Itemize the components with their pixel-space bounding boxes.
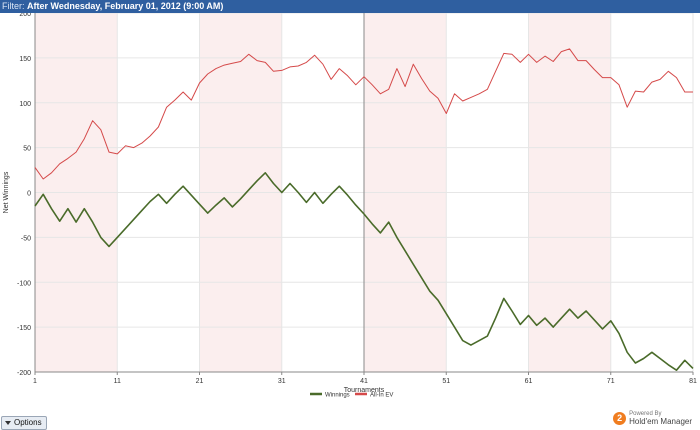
holdem-manager-logo-icon: 2	[613, 411, 627, 425]
series-lines	[34, 48, 694, 372]
y-tick-label: 200	[19, 13, 31, 18]
y-tick-label: 0	[27, 191, 31, 198]
branding: 2 Powered By Hold'em Manager	[613, 410, 692, 426]
y-tick-label: -50	[21, 235, 31, 242]
y-tick-label: 50	[23, 146, 31, 153]
y-tick-label: 150	[19, 56, 31, 63]
x-tick-label: 1	[33, 378, 37, 385]
x-tick-label: 61	[525, 378, 533, 385]
brand-name: Hold'em Manager	[629, 417, 692, 426]
legend: Winnings All-In EV	[310, 393, 393, 399]
legend-label: All-In EV	[370, 393, 393, 399]
x-tick-label: 71	[607, 378, 615, 385]
x-tick-label: 31	[278, 378, 286, 385]
x-tick-label: 41	[360, 378, 368, 385]
chevron-down-icon	[5, 421, 11, 425]
options-button[interactable]: Options	[1, 416, 47, 430]
y-tick-label: 100	[19, 101, 31, 108]
bottom-bar: Options 2 Powered By Hold'em Manager	[0, 411, 700, 430]
series-winnings-line	[34, 172, 694, 372]
filter-bar: Filter: After Wednesday, February 01, 20…	[0, 0, 700, 13]
y-tick-label: -200	[17, 370, 31, 377]
powered-by-text: Powered By	[629, 411, 662, 417]
x-tick-label: 81	[689, 378, 697, 385]
x-axis-label: Tournaments	[344, 387, 385, 394]
y-tick-label: -150	[17, 325, 31, 332]
y-tick-label: -100	[17, 280, 31, 287]
x-tick-label: 51	[442, 378, 450, 385]
series-all-in-ev-line	[34, 48, 693, 180]
filter-value: After Wednesday, February 01, 2012 (9:00…	[27, 1, 224, 11]
y-axis-label: Net Winnings	[3, 171, 10, 213]
axes	[34, 13, 694, 375]
options-label: Options	[14, 418, 42, 427]
x-tick-label: 21	[196, 378, 204, 385]
x-tick-label: 11	[114, 378, 121, 385]
legend-label: Winnings	[325, 393, 350, 399]
filter-label: Filter:	[2, 1, 25, 11]
